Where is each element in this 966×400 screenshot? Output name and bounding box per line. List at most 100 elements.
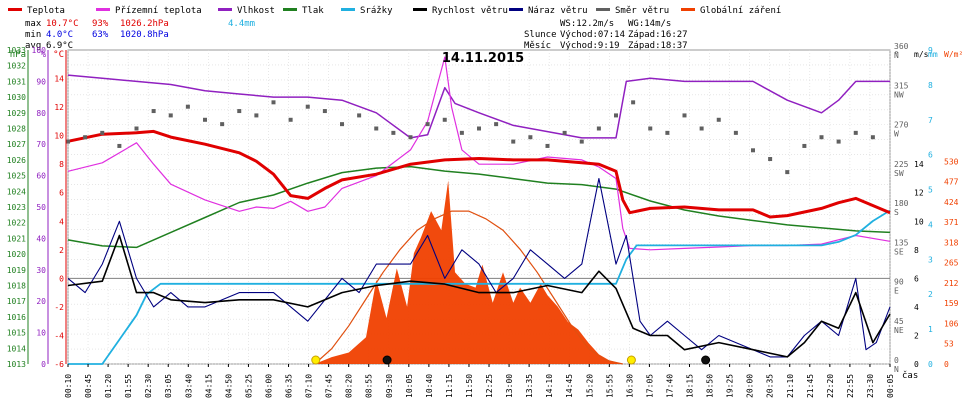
time-tick-label: 00:10 — [64, 374, 73, 398]
axis-tick-temp: 8 — [59, 160, 64, 169]
time-tick-label: 03:05 — [164, 374, 173, 398]
axis-tick-pct: 60 — [36, 172, 46, 181]
axis-tick-hpa: 1026 — [7, 156, 26, 165]
wind-direction-point — [203, 117, 207, 122]
axis-tick-wm2: 0 — [944, 360, 949, 369]
time-tick-label: 21:45 — [806, 374, 815, 398]
axis-tick-wm2: 53 — [944, 340, 954, 349]
axis-tick-wm2: 477 — [944, 178, 959, 187]
chart-title: 14.11.2015 — [442, 51, 524, 66]
time-tick-label: 18:15 — [686, 374, 695, 398]
axis-tick-mm: 4 — [928, 220, 933, 229]
wind-direction-point — [357, 113, 362, 118]
axis-tick-mm: 7 — [928, 116, 933, 125]
axis-tick-mm: 5 — [928, 186, 933, 195]
time-tick-label: 01:20 — [104, 374, 113, 398]
time-tick-label: 15:20 — [585, 374, 594, 398]
wind-direction-point — [168, 113, 173, 118]
axis-unit-pct: % — [41, 50, 47, 60]
axis-tick-mm: 3 — [928, 255, 933, 264]
axis-tick-temp: 4 — [59, 217, 64, 226]
time-tick-label: 11:15 — [445, 374, 454, 398]
legend-swatch — [596, 8, 610, 11]
wind-direction-point — [134, 126, 139, 131]
axes: hPa1013101410151016101710181019102010211… — [7, 42, 964, 398]
time-tick-label: 04:15 — [204, 374, 213, 398]
astro-moonrise: Východ:9:19 — [560, 41, 620, 51]
axis-tick-temp: -4 — [54, 331, 64, 340]
axis-tick-pct: 50 — [36, 203, 46, 212]
stat-temp: 6.9°C — [46, 41, 73, 51]
axis-tick-ms: 14 — [914, 160, 924, 169]
axis-tick-pct: 40 — [36, 234, 46, 243]
wind-direction-point — [100, 130, 105, 135]
wind-direction-point — [83, 135, 88, 140]
wind-direction-point — [442, 117, 447, 122]
time-tick-label: 07:10 — [305, 374, 314, 398]
axis-tick-deg: 180 — [894, 199, 909, 208]
axis-tick-hpa: 1027 — [7, 140, 26, 149]
legend-label: Vlhkost — [237, 6, 275, 16]
axis-tick-mm: 6 — [928, 151, 933, 160]
axis-tick-mm: 9 — [928, 46, 933, 55]
sun-marker — [626, 355, 636, 365]
axis-tick-hpa: 1013 — [7, 360, 26, 369]
axis-tick-temp: 2 — [59, 246, 64, 255]
series-layer — [66, 56, 891, 365]
axis-tick-deg: 270 — [894, 121, 909, 130]
astro-sunset: Západ:16:27 — [628, 30, 688, 40]
stat-label: min — [25, 30, 41, 40]
axis-tick-hpa: 1015 — [7, 329, 26, 338]
wind-direction-point — [665, 130, 670, 135]
wind-direction-point — [836, 139, 841, 144]
axis-tick-temp: 0 — [59, 274, 64, 283]
wind-direction-point — [185, 104, 190, 109]
wind-direction-point — [562, 130, 567, 135]
stat-temp: 10.7°C — [46, 19, 79, 29]
series-tlak — [67, 165, 891, 249]
wind-direction-point — [545, 143, 550, 148]
sun-marker — [311, 355, 321, 365]
axis-tick-wm2: 424 — [944, 198, 959, 207]
axis-tick-hpa: 1021 — [7, 234, 26, 243]
wind-direction-point — [237, 109, 242, 114]
series-theoretical-radiation — [314, 210, 623, 365]
time-tick-label: 22:55 — [846, 374, 855, 398]
wind-direction-point — [614, 113, 618, 118]
time-tick-label: 15:55 — [605, 374, 614, 398]
time-tick-label: 02:30 — [144, 374, 153, 398]
axis-tick-pct: 100 — [32, 46, 47, 55]
axis-tick-ms: 12 — [914, 189, 924, 198]
wind-direction-point — [66, 139, 70, 144]
time-tick-label: 08:55 — [365, 374, 374, 398]
axis-tick-pct: 30 — [36, 266, 46, 275]
wind-direction-point — [682, 113, 687, 118]
time-tick-label: 13:00 — [505, 374, 514, 398]
time-tick-label: 14:45 — [565, 374, 574, 398]
axis-tick-deg: 135 — [894, 238, 909, 247]
stat-label: max — [25, 19, 42, 29]
astro-moon-label: Měsíc — [524, 41, 551, 51]
axis-tick-hpa: 1030 — [7, 93, 26, 102]
axis-tick-temp: 10 — [54, 132, 64, 141]
time-tick-label: 20:35 — [766, 374, 775, 398]
axis-tick-pct: 20 — [36, 297, 46, 306]
wind-direction-point — [511, 139, 516, 144]
time-tick-label: 20:00 — [746, 374, 755, 398]
wind-direction-point — [408, 135, 413, 140]
axis-tick-hpa: 1019 — [7, 266, 26, 275]
time-tick-label: 00:05 — [886, 374, 895, 398]
axis-tick-deg-dir: NW — [894, 90, 904, 99]
wind-direction-point — [340, 122, 344, 127]
wind-direction-point — [425, 122, 430, 127]
axis-tick-mm: 0 — [928, 360, 933, 369]
axis-tick-deg-dir: E — [894, 287, 899, 296]
wind-direction-point — [853, 130, 858, 135]
stat-humidity: 63% — [92, 30, 109, 40]
wind-direction-point — [819, 135, 824, 140]
axis-unit-ms: m/s — [914, 50, 929, 59]
axis-tick-pct: 80 — [36, 109, 46, 118]
wind-direction-point — [648, 126, 653, 131]
astro-sunrise: Východ:07:14 — [560, 30, 625, 40]
astro-gust: WG:14m/s — [628, 19, 671, 29]
